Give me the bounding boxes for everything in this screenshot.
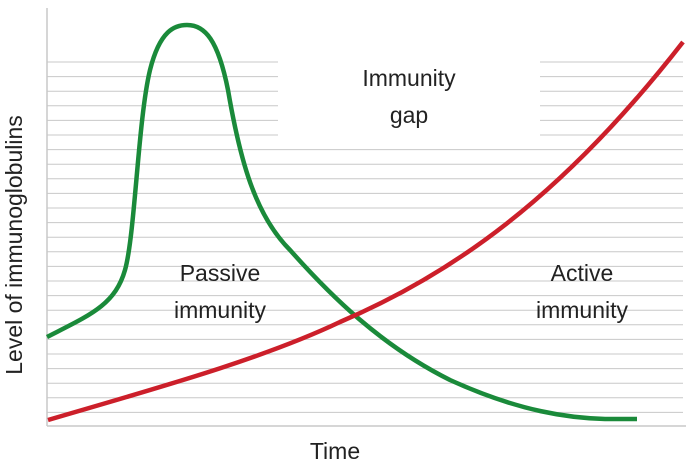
x-axis-label: Time — [310, 438, 360, 464]
region-label: gap — [390, 102, 428, 128]
gap-box — [278, 52, 540, 138]
y-axis-label: Level of immunoglobulins — [1, 115, 27, 375]
region-label: Immunity — [362, 65, 456, 91]
region-label: Passive — [180, 260, 261, 286]
region-label: Active — [551, 260, 614, 286]
active-curve — [47, 40, 685, 423]
passive-curve — [45, 22, 637, 422]
region-label: immunity — [536, 297, 629, 323]
region-label: immunity — [174, 297, 267, 323]
